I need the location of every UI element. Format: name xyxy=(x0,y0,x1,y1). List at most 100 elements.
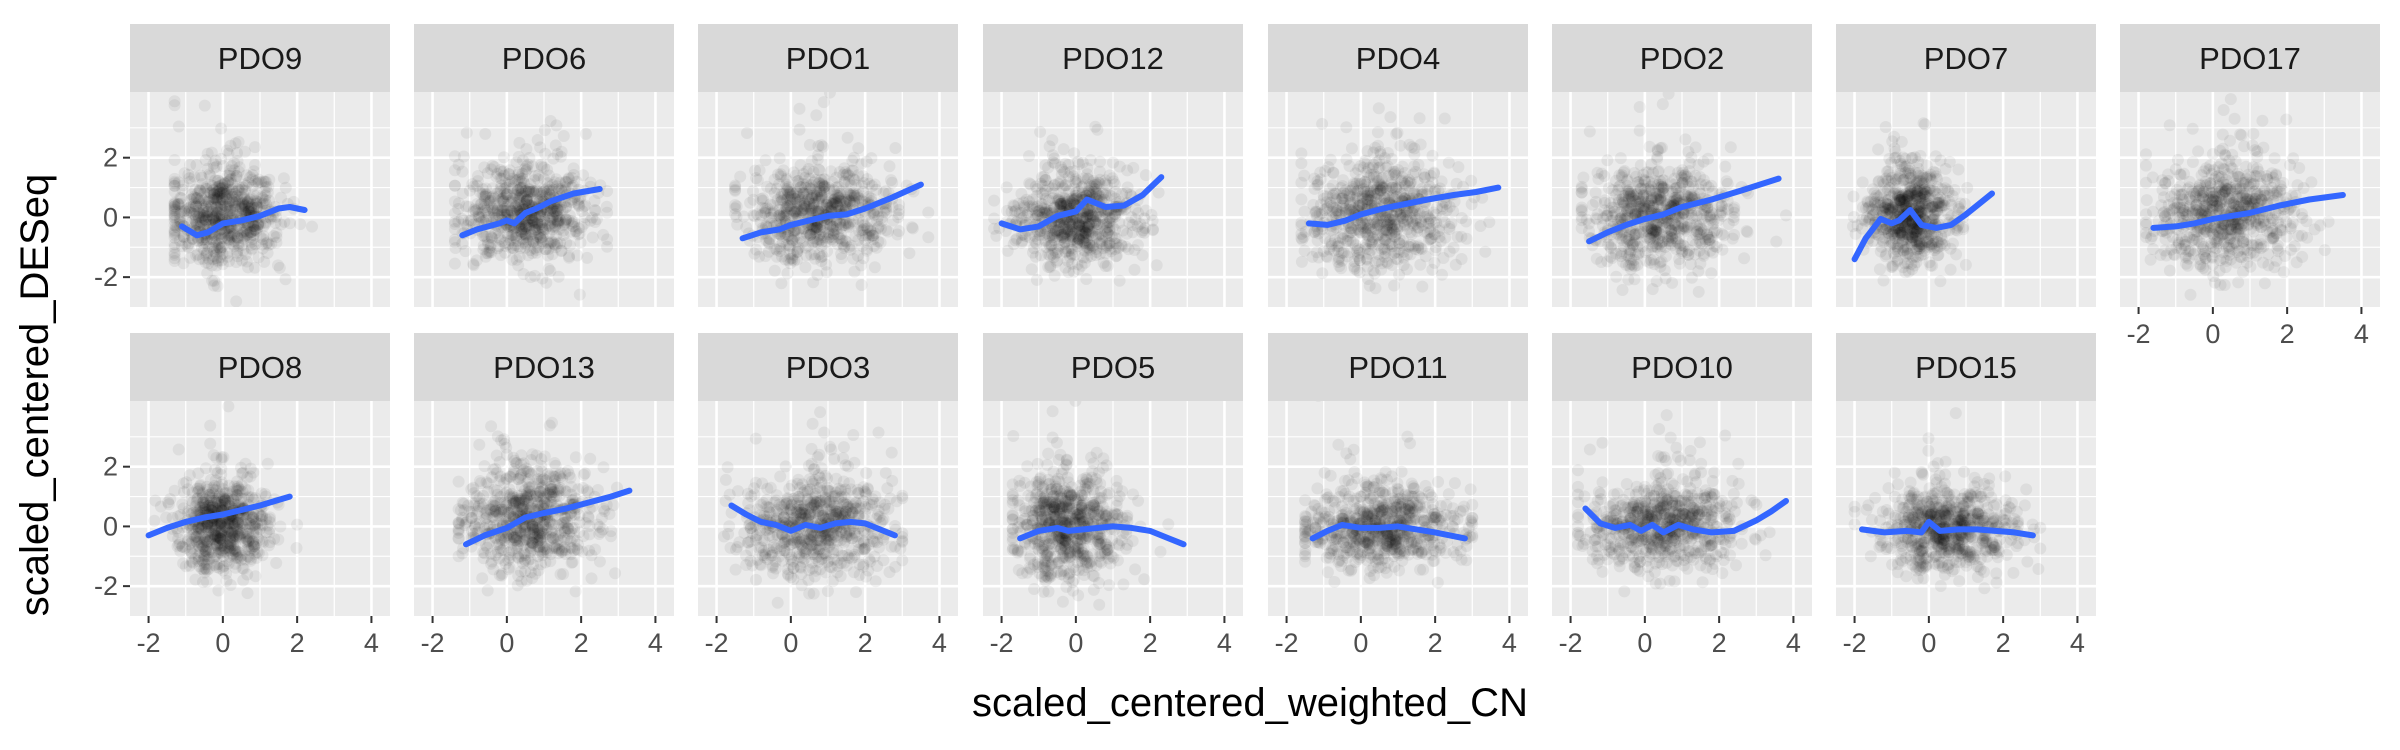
scatter-point xyxy=(1650,190,1663,203)
scatter-point xyxy=(783,199,796,212)
scatter-point xyxy=(1076,225,1088,238)
scatter-point xyxy=(1388,279,1401,292)
scatter-point xyxy=(784,189,797,201)
scatter-point xyxy=(499,176,512,189)
scatter-point xyxy=(1407,168,1420,181)
scatter-point xyxy=(201,246,214,259)
scatter-point xyxy=(1314,166,1327,179)
scatter-point xyxy=(505,228,518,241)
scatter-point xyxy=(1351,189,1364,202)
scatter-point xyxy=(775,193,788,206)
scatter-point xyxy=(880,207,893,219)
scatter-point xyxy=(215,193,228,206)
scatter-point xyxy=(1359,238,1372,251)
scatter-point xyxy=(198,209,211,222)
scatter-point xyxy=(578,200,591,213)
scatter-point xyxy=(1631,207,1644,220)
scatter-point xyxy=(483,196,496,209)
scatter-point xyxy=(532,169,545,182)
scatter-point xyxy=(1348,255,1361,268)
scatter-point xyxy=(176,240,188,253)
scatter-point xyxy=(1051,230,1064,243)
scatter-point xyxy=(853,225,866,237)
scatter-point xyxy=(486,182,499,195)
scatter-point xyxy=(1379,180,1392,193)
scatter-point xyxy=(500,204,513,217)
scatter-point xyxy=(1405,228,1418,241)
scatter-point xyxy=(1429,184,1442,196)
scatter-point xyxy=(751,208,764,221)
scatter-point xyxy=(1037,188,1050,201)
scatter-point xyxy=(1382,210,1394,223)
scatter-point xyxy=(1101,216,1114,229)
scatter-point xyxy=(1656,235,1669,248)
scatter-point xyxy=(185,188,198,201)
scatter-point xyxy=(210,193,223,206)
scatter-point xyxy=(502,238,515,250)
scatter-point xyxy=(237,206,250,219)
scatter-point xyxy=(1685,191,1698,204)
scatter-point xyxy=(1077,215,1090,228)
scatter-point xyxy=(797,187,810,200)
scatter-point xyxy=(1619,209,1632,222)
scatter-point xyxy=(542,242,555,255)
scatter-point xyxy=(1381,219,1394,232)
scatter-point xyxy=(1308,172,1321,185)
scatter-point xyxy=(1344,199,1356,212)
scatter-point xyxy=(1120,186,1133,199)
scatter-point xyxy=(812,149,825,162)
scatter-point xyxy=(227,196,240,209)
scatter-point xyxy=(576,205,589,218)
scatter-point xyxy=(1044,205,1057,217)
scatter-point xyxy=(1298,169,1311,182)
scatter-point xyxy=(1717,229,1730,242)
scatter-point xyxy=(168,208,181,221)
scatter-point xyxy=(554,199,567,211)
scatter-point xyxy=(1445,217,1458,230)
scatter-point xyxy=(168,200,181,213)
scatter-point xyxy=(1345,226,1358,239)
scatter-point xyxy=(231,244,244,257)
scatter-point xyxy=(476,206,489,219)
scatter-point xyxy=(1365,237,1377,250)
scatter-point xyxy=(1295,219,1308,232)
scatter-point xyxy=(168,224,181,237)
scatter-point xyxy=(1084,154,1097,167)
scatter-point xyxy=(1398,218,1411,231)
scatter-point xyxy=(1575,182,1588,195)
scatter-point xyxy=(771,194,784,206)
scatter-point xyxy=(810,221,823,234)
scatter-point xyxy=(205,146,218,159)
scatter-point xyxy=(1364,224,1377,237)
scatter-point xyxy=(1059,236,1072,249)
scatter-point xyxy=(1390,190,1403,203)
scatter-point xyxy=(861,173,874,186)
scatter-point xyxy=(1081,207,1094,220)
scatter-point xyxy=(525,228,538,241)
scatter-point xyxy=(231,231,244,243)
scatter-point xyxy=(532,185,545,198)
scatter-point xyxy=(1695,208,1708,220)
scatter-point xyxy=(1093,177,1106,190)
scatter-point xyxy=(1383,219,1396,232)
scatter-point xyxy=(1351,242,1364,255)
scatter-point xyxy=(208,188,220,201)
scatter-point xyxy=(189,218,202,231)
scatter-point xyxy=(1103,229,1115,242)
scatter-point xyxy=(1406,206,1419,219)
scatter-point xyxy=(1418,210,1431,223)
scatter-point xyxy=(1675,171,1688,184)
scatter-point xyxy=(529,185,542,198)
scatter-point xyxy=(209,197,222,210)
scatter-point xyxy=(554,213,567,226)
scatter-point xyxy=(1077,211,1090,224)
scatter-point xyxy=(519,165,532,178)
scatter-point xyxy=(533,210,546,223)
scatter-point xyxy=(848,265,861,278)
scatter-point xyxy=(1341,230,1354,243)
scatter-point xyxy=(816,179,829,192)
scatter-point xyxy=(1016,234,1029,247)
scatter-point xyxy=(1053,191,1066,204)
scatter-point xyxy=(1661,232,1674,245)
scatter-point xyxy=(796,204,809,217)
